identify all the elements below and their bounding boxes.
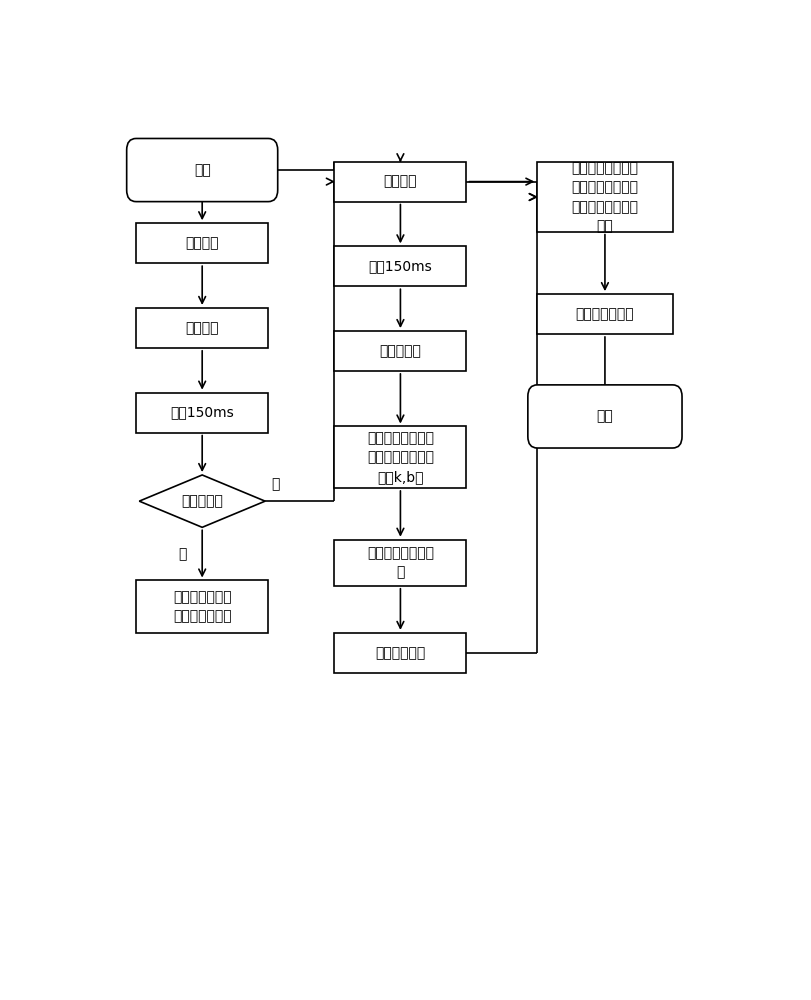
Text: 使能偏压: 使能偏压: [185, 321, 219, 335]
Text: 是: 是: [271, 477, 280, 491]
Bar: [334, 633, 466, 673]
Text: 电压值修正（两点
校准，两点做线，
求出k,b）: 电压值修正（两点 校准，两点做线， 求出k,b）: [367, 431, 433, 484]
Text: 结束: 结束: [596, 409, 612, 423]
Text: 得到最终温度值: 得到最终温度值: [575, 307, 633, 321]
Bar: [136, 223, 268, 263]
Bar: [334, 162, 466, 202]
Bar: [136, 580, 268, 633]
Bar: [537, 162, 672, 232]
FancyBboxPatch shape: [127, 138, 277, 202]
Bar: [334, 246, 466, 286]
Bar: [537, 294, 672, 334]
Polygon shape: [139, 475, 265, 527]
Text: 延时150ms: 延时150ms: [170, 406, 234, 420]
Text: 关闭偏压: 关闭偏压: [383, 175, 417, 189]
Bar: [136, 308, 268, 348]
Text: 根据读取电压值，
室内温度，热电偶
类型计算出最终温
度值: 根据读取电压值， 室内温度，热电偶 类型计算出最终温 度值: [571, 161, 637, 233]
Text: 得到修正后的电压
值: 得到修正后的电压 值: [367, 546, 433, 580]
Bar: [136, 393, 268, 433]
Bar: [334, 540, 466, 586]
Text: 是否接线？: 是否接线？: [181, 494, 223, 508]
Text: 读取电压值: 读取电压值: [379, 344, 421, 358]
Text: 清空数据显示区
（不显示数据）: 清空数据显示区 （不显示数据）: [173, 590, 231, 623]
Text: 开始: 开始: [194, 163, 210, 177]
Bar: [334, 426, 466, 488]
Text: 否: 否: [178, 547, 187, 561]
Bar: [334, 331, 466, 371]
Text: 延时150ms: 延时150ms: [368, 259, 431, 273]
Text: 读取室内温度: 读取室内温度: [375, 646, 425, 660]
FancyBboxPatch shape: [527, 385, 681, 448]
Text: 选择通道: 选择通道: [185, 236, 219, 250]
